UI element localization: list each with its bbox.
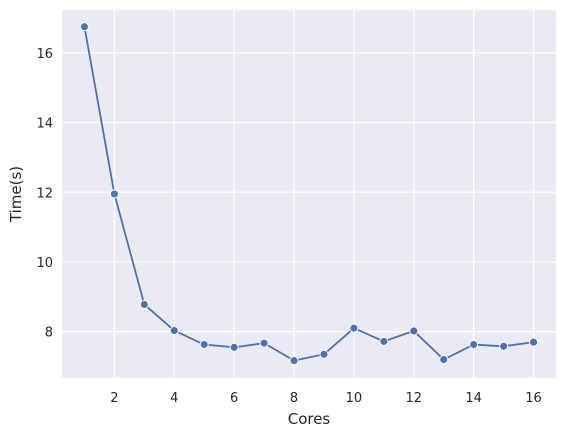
marker [529,337,538,347]
marker [319,349,329,359]
y-tick-label: 16 [36,47,53,62]
marker [199,340,209,349]
x-tick-label: 12 [406,391,423,406]
marker [379,336,389,346]
marker [169,326,179,336]
marker [499,341,509,351]
marker [469,340,479,349]
x-tick-label: 16 [525,391,542,406]
x-tick-label: 2 [110,391,118,406]
y-tick-label: 12 [36,186,53,201]
marker [349,323,359,333]
line [83,26,534,362]
plot-background [62,10,556,378]
x-tick-label: 6 [230,391,238,406]
marker [109,189,119,199]
x-tick-label: 10 [346,391,363,406]
marker [409,326,419,336]
y-tick-label: 14 [36,117,53,132]
marker [289,356,299,366]
y-tick-label: 8 [45,326,53,341]
x-tick-label: 14 [465,391,482,406]
y-axis-label: Time(s) [7,166,25,223]
marker [439,355,449,364]
x-tick-label: 4 [170,391,178,406]
marker [80,22,89,32]
x-axis-label: Cores [288,410,331,428]
y-tick-label: 10 [36,256,53,271]
marker [229,342,239,352]
marker [259,338,269,348]
x-tick-label: 8 [290,391,298,406]
marker [139,300,149,309]
